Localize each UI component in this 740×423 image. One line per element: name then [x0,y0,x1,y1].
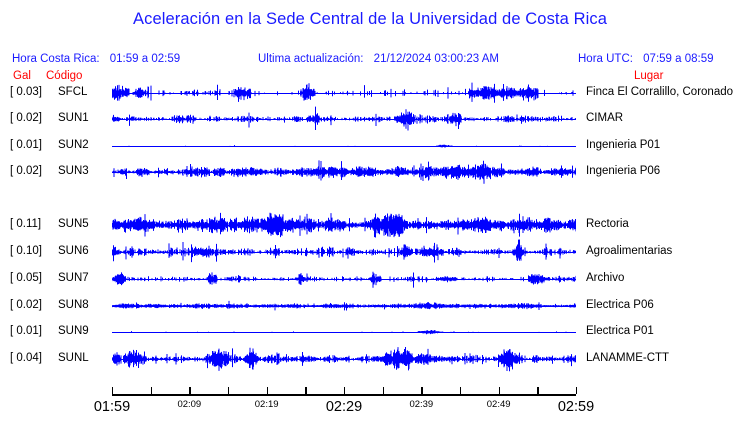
axis-tick-label: 02:59 [557,399,595,415]
trace-location-label: Agroalimentarias [586,245,673,257]
trace-waveform [112,346,576,372]
trace-station-code: SUN6 [58,245,89,257]
trace-row: [ 0.02] SUN3 Ingenieria P06 [0,159,740,185]
utc-time-header: Hora UTC: 07:59 a 08:59 [578,53,714,65]
trace-station-code: SUN1 [58,112,89,124]
axis-tick-label: 02:29 [325,399,363,415]
local-time-label: Hora Costa Rica: [12,53,100,65]
trace-gal-value: [ 0.10] [10,245,42,257]
trace-gal-value: [ 0.02] [10,299,42,311]
trace-gal-value: [ 0.01] [10,139,42,151]
axis-tick-label: 02:39 [409,399,434,410]
axis-tick [537,387,539,394]
trace-gal-value: [ 0.03] [10,86,42,98]
column-header-gal: Gal [13,70,31,82]
trace-station-code: SUN9 [58,325,89,337]
axis-tick [150,387,153,394]
trace-waveform [112,239,576,265]
axis-tick-label: 02:49 [486,399,511,410]
trace-waveform [112,266,576,292]
trace-gal-value: [ 0.02] [10,112,42,124]
trace-location-label: Finca El Corralillo, Coronado [586,86,734,98]
trace-row: [ 0.11] SUN5 Rectoria [0,212,740,238]
axis-tick [228,387,230,394]
trace-row: [ 0.01] SUN2 Ingenieria P01 [0,133,740,159]
trace-row: [ 0.04] SUNL LANAMME-CTT [0,346,740,372]
trace-waveform [112,293,576,319]
trace-row: [ 0.10] SUN6 Agroalimentarias [0,239,740,265]
trace-location-label: Ingenieria P01 [586,139,661,151]
trace-gal-value: [ 0.01] [10,325,42,337]
trace-row: [ 0.03] SFCL Finca El Corralillo, Coronado [0,80,740,106]
trace-waveform [112,212,576,238]
trace-location-label: Rectoria [586,218,629,230]
trace-location-label: Electrica P06 [586,299,654,311]
page-title: Aceleración en la Sede Central de la Uni… [133,10,607,28]
trace-gal-value: [ 0.11] [10,218,42,230]
trace-station-code: SUNL [58,352,89,364]
axis-tick-label: 01:59 [93,399,131,415]
last-update-value: 21/12/2024 03:00:23 AM [373,53,499,65]
axis-tick [266,387,269,394]
trace-waveform [112,319,576,345]
axis-tick [460,387,462,394]
trace-station-code: SUN3 [58,165,89,177]
time-axis [112,387,578,396]
last-update-label: Ultima actualización: [258,53,364,65]
utc-time-value: 07:59 a 08:59 [643,53,714,65]
trace-waveform [112,133,576,159]
trace-location-label: Archivo [586,272,625,284]
trace-gal-value: [ 0.04] [10,352,42,364]
axis-tick-label: 02:19 [254,399,279,410]
axis-tick [421,387,423,394]
utc-time-label: Hora UTC: [578,53,633,65]
trace-row: [ 0.05] SUN7 Archivo [0,266,740,292]
trace-gal-value: [ 0.02] [10,165,42,177]
column-header-lugar: Lugar [634,70,664,82]
trace-gal-value: [ 0.05] [10,272,42,284]
trace-location-label: CIMAR [586,112,624,124]
local-time-header: Hora Costa Rica: 01:59 a 02:59 [12,53,180,65]
trace-waveform [112,159,576,185]
trace-waveform [112,106,576,132]
trace-waveform [112,80,576,106]
axis-tick [382,387,385,394]
axis-tick-label: 02:09 [177,399,202,410]
trace-location-label: LANAMME-CTT [586,352,670,364]
local-time-value: 01:59 a 02:59 [109,53,181,65]
trace-station-code: SFCL [58,86,88,98]
axis-tick [498,387,501,394]
axis-tick [305,387,307,394]
trace-location-label: Ingenieria P06 [586,165,661,177]
last-update-header: Ultima actualización: 21/12/2024 03:00:2… [258,53,499,65]
axis-tick [576,387,578,394]
axis-tick [112,387,114,394]
trace-row: [ 0.01] SUN9 Electrica P01 [0,319,740,345]
trace-row: [ 0.02] SUN8 Electrica P06 [0,293,740,319]
trace-station-code: SUN8 [58,299,89,311]
trace-station-code: SUN7 [58,272,89,284]
trace-row: [ 0.02] SUN1 CIMAR [0,106,740,132]
axis-tick [189,387,191,394]
trace-station-code: SUN5 [58,218,89,230]
column-header-codigo: Código [46,70,83,82]
trace-station-code: SUN2 [58,139,89,151]
axis-tick [344,387,346,394]
trace-location-label: Electrica P01 [586,325,654,337]
